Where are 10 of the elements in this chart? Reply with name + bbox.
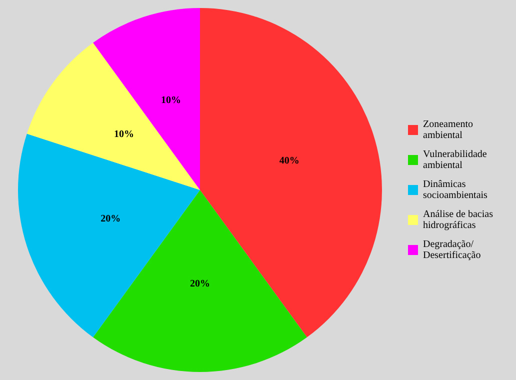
- data-label: 10%: [114, 129, 134, 140]
- legend-label: Análise de bacias hidrográficas: [423, 209, 496, 231]
- legend-label: Zoneamento ambiental: [423, 119, 476, 141]
- data-label: 20%: [190, 278, 210, 290]
- legend-label: Vulnerabilidade ambiental: [423, 149, 490, 171]
- data-label: 40%: [279, 155, 300, 166]
- data-label: 10%: [160, 95, 181, 106]
- legend-label: Degradação/ Desertificação: [423, 239, 481, 261]
- legend-label: Dinâmicas socioambientais: [423, 179, 488, 201]
- data-label: 20%: [100, 214, 121, 225]
